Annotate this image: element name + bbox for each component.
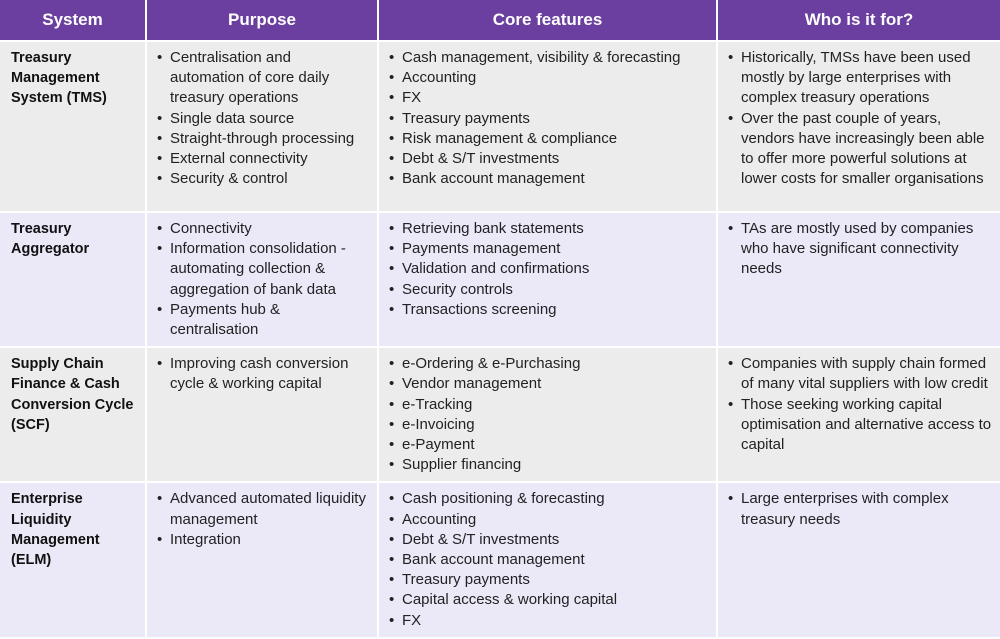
audience-cell: TAs are mostly used by companies who hav…: [717, 212, 1000, 349]
list-item: Treasury payments: [389, 109, 708, 129]
features-cell: Retrieving bank statements Payments mana…: [378, 212, 718, 349]
list-item: Advanced automated liquidity management: [157, 489, 369, 529]
list-item: Those seeking working capital optimisati…: [728, 395, 992, 456]
list-item: Payments management: [389, 239, 708, 259]
list-item: Vendor management: [389, 374, 708, 394]
purpose-list: Advanced automated liquidity management …: [157, 489, 369, 550]
system-name: Treasury Management System (TMS): [0, 41, 147, 213]
purpose-cell: Improving cash conversion cycle & workin…: [146, 347, 379, 484]
header-purpose: Purpose: [146, 0, 379, 42]
header-core-features: Core features: [378, 0, 718, 42]
purpose-cell: Advanced automated liquidity management …: [146, 482, 379, 639]
purpose-cell: Connectivity Information consolidation -…: [146, 212, 379, 349]
list-item: FX: [389, 88, 708, 108]
table-row: Treasury Aggregator Connectivity Informa…: [0, 212, 1000, 349]
purpose-cell: Centralisation and automation of core da…: [146, 41, 379, 213]
list-item: Payments hub & centralisation: [157, 300, 369, 340]
list-item: Centralisation and automation of core da…: [157, 48, 369, 109]
table-row: Enterprise Liquidity Management (ELM) Ad…: [0, 482, 1000, 639]
list-item: Accounting: [389, 68, 708, 88]
list-item: Cash positioning & forecasting: [389, 489, 708, 509]
list-item: e-Invoicing: [389, 415, 708, 435]
list-item: Debt & S/T investments: [389, 149, 708, 169]
header-row: System Purpose Core features Who is it f…: [0, 0, 1000, 42]
list-item: Connectivity: [157, 219, 369, 239]
audience-list: TAs are mostly used by companies who hav…: [728, 219, 992, 280]
table-row: Supply Chain Finance & Cash Conversion C…: [0, 347, 1000, 484]
features-cell: Cash management, visibility & forecastin…: [378, 41, 718, 213]
features-cell: Cash positioning & forecasting Accountin…: [378, 482, 718, 639]
audience-list: Companies with supply chain formed of ma…: [728, 354, 992, 455]
list-item: External connectivity: [157, 149, 369, 169]
list-item: TAs are mostly used by companies who hav…: [728, 219, 992, 280]
list-item: e-Tracking: [389, 395, 708, 415]
list-item: Improving cash conversion cycle & workin…: [157, 354, 369, 394]
list-item: Transactions screening: [389, 300, 708, 320]
list-item: Security & control: [157, 169, 369, 189]
system-name: Enterprise Liquidity Management (ELM): [0, 482, 147, 639]
list-item: Treasury payments: [389, 570, 708, 590]
list-item: Debt & S/T investments: [389, 530, 708, 550]
features-list: e-Ordering & e-Purchasing Vendor managem…: [389, 354, 708, 475]
list-item: Large enterprises with complex treasury …: [728, 489, 992, 529]
list-item: Companies with supply chain formed of ma…: [728, 354, 992, 394]
list-item: Integration: [157, 530, 369, 550]
purpose-list: Centralisation and automation of core da…: [157, 48, 369, 190]
audience-cell: Historically, TMSs have been used mostly…: [717, 41, 1000, 213]
audience-cell: Companies with supply chain formed of ma…: [717, 347, 1000, 484]
features-cell: e-Ordering & e-Purchasing Vendor managem…: [378, 347, 718, 484]
features-list: Cash positioning & forecasting Accountin…: [389, 489, 708, 631]
list-item: Validation and confirmations: [389, 259, 708, 279]
list-item: Risk management & compliance: [389, 129, 708, 149]
list-item: Cash management, visibility & forecastin…: [389, 48, 708, 68]
purpose-list: Connectivity Information consolidation -…: [157, 219, 369, 340]
list-item: Information consolidation - automating c…: [157, 239, 369, 300]
audience-list: Historically, TMSs have been used mostly…: [728, 48, 992, 189]
system-name: Treasury Aggregator: [0, 212, 147, 349]
list-item: Straight-through processing: [157, 129, 369, 149]
audience-cell: Large enterprises with complex treasury …: [717, 482, 1000, 639]
purpose-list: Improving cash conversion cycle & workin…: [157, 354, 369, 394]
table-row: Treasury Management System (TMS) Central…: [0, 41, 1000, 213]
list-item: Supplier financing: [389, 455, 708, 475]
list-item: Over the past couple of years, vendors h…: [728, 109, 992, 190]
list-item: e-Ordering & e-Purchasing: [389, 354, 708, 374]
list-item: Bank account management: [389, 169, 708, 189]
header-system: System: [0, 0, 147, 42]
list-item: Historically, TMSs have been used mostly…: [728, 48, 992, 109]
list-item: Capital access & working capital: [389, 590, 708, 610]
audience-list: Large enterprises with complex treasury …: [728, 489, 992, 529]
list-item: FX: [389, 611, 708, 631]
list-item: Bank account management: [389, 550, 708, 570]
features-list: Retrieving bank statements Payments mana…: [389, 219, 708, 320]
features-list: Cash management, visibility & forecastin…: [389, 48, 708, 190]
system-name: Supply Chain Finance & Cash Conversion C…: [0, 347, 147, 484]
list-item: Accounting: [389, 510, 708, 530]
list-item: Single data source: [157, 109, 369, 129]
header-who-is-it-for: Who is it for?: [717, 0, 1000, 42]
list-item: Security controls: [389, 280, 708, 300]
list-item: e-Payment: [389, 435, 708, 455]
list-item: Retrieving bank statements: [389, 219, 708, 239]
